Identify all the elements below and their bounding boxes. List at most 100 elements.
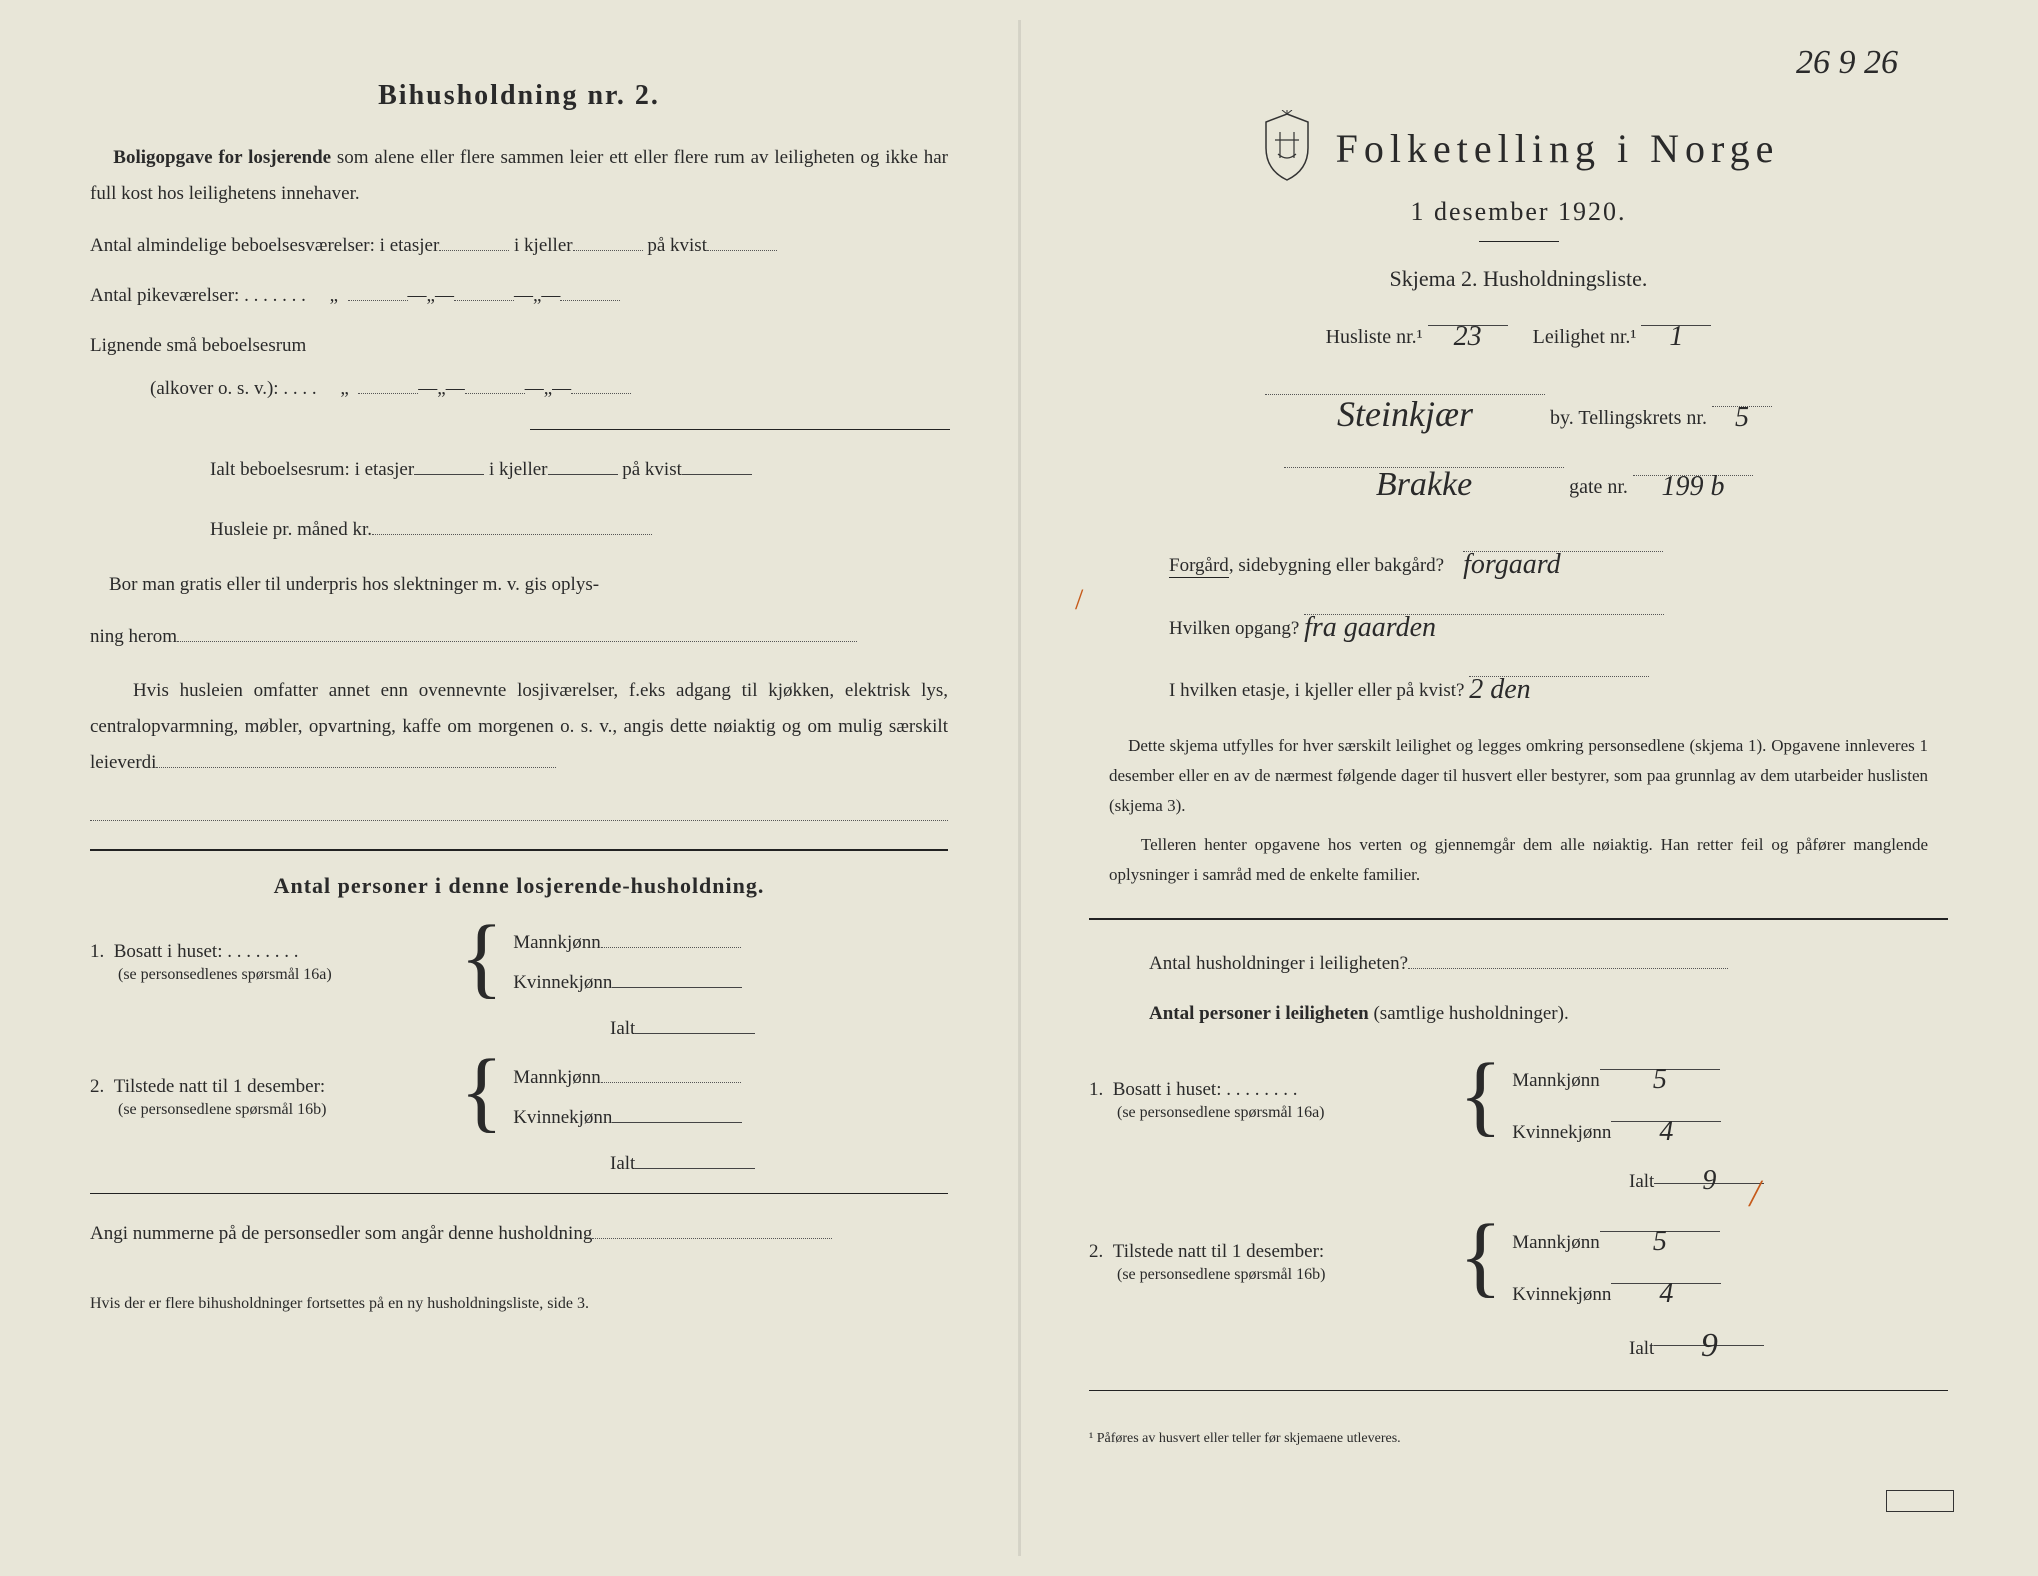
- opgang-value: fra gaarden: [1304, 594, 1664, 615]
- section-rule: [90, 849, 948, 851]
- q1-sub: (se personsedlenes spørsmål 16a): [118, 966, 332, 983]
- forgaard-line: Forgård, sidebygning eller bakgård? forg…: [1169, 531, 1948, 588]
- blank: [465, 373, 525, 394]
- antal-pers-line: Antal personer i leiligheten (samtlige h…: [1149, 992, 1948, 1036]
- rq1-sub: (se personsedlene spørsmål 16a): [1117, 1104, 1325, 1121]
- antal-hush-label: Antal husholdninger i leiligheten?: [1149, 953, 1408, 974]
- section2-title: Antal personer i denne losjerende-hushol…: [90, 873, 948, 899]
- husleien-para: Hvis husleien omfatter annet enn ovennev…: [90, 673, 948, 781]
- intro-paragraph: Boligopgave for losjerende som alene ell…: [90, 140, 948, 212]
- ialt-label: Ialt: [1629, 1171, 1654, 1192]
- ialt-rooms-line: Ialt beboelsesrum: i etasjer i kjeller p…: [210, 448, 948, 492]
- rq1-body: Mannkjønn5 Kvinnekjønn4: [1512, 1049, 1948, 1153]
- short-rule: [1479, 241, 1559, 242]
- rooms-label-3: på kvist: [647, 235, 707, 256]
- subtitle: 1 desember 1920.: [1089, 197, 1948, 227]
- q2-sub: (se personsedlene spørsmål 16b): [118, 1101, 326, 1118]
- rq2-lead: 2. Tilstede natt til 1 desember: (se per…: [1089, 1241, 1449, 1285]
- bottom-rule: [1089, 1390, 1948, 1391]
- blank: [601, 1062, 741, 1083]
- forgaard-underlined: Forgård: [1169, 555, 1229, 578]
- angi-label: Angi nummerne på de personsedler som ang…: [90, 1223, 592, 1244]
- krets-value: 5: [1712, 385, 1772, 407]
- left-footnote: Hvis der er flere bihusholdninger fortse…: [90, 1295, 948, 1313]
- etasje-value: 2 den: [1469, 656, 1649, 677]
- antal-hush-line: Antal husholdninger i leiligheten?: [1149, 942, 1948, 986]
- left-title: Bihusholdning nr. 2.: [90, 80, 948, 112]
- blank: [571, 373, 631, 394]
- printer-stamp-icon: [1886, 1490, 1954, 1512]
- rule: [90, 1193, 948, 1194]
- angi-line: Angi nummerne på de personsedler som ang…: [90, 1212, 948, 1256]
- blank: [414, 454, 484, 475]
- blank: [592, 1218, 832, 1239]
- q1-body: Mannkjønn Kvinnekjønn: [513, 923, 948, 1003]
- coat-of-arms-icon: [1258, 110, 1316, 187]
- husliste-value: 23: [1428, 304, 1508, 326]
- kvinne1-value: 4: [1611, 1101, 1721, 1122]
- rq2-row: 2. Tilstede natt til 1 desember: (se per…: [1089, 1211, 1948, 1315]
- by-suffix: by. Tellingskrets nr.: [1550, 407, 1707, 429]
- blank: [612, 967, 742, 988]
- ialt-label: Ialt: [610, 1018, 635, 1039]
- lignende-label-2: (alkover o. s. v.): . . . .: [150, 378, 317, 399]
- title-block: Folketelling i Norge 1 desember 1920.: [1089, 110, 1948, 242]
- rq1-label: Bosatt i huset: . . . . . . . .: [1113, 1079, 1298, 1100]
- q1-lead: 1. Bosatt i huset: . . . . . . . . (se p…: [90, 941, 450, 985]
- mann2-value: 5: [1600, 1211, 1720, 1232]
- rooms-line: Antal almindelige beboelsesværelser: i e…: [90, 224, 948, 268]
- right-footnote: ¹ Påføres av husvert eller teller før sk…: [1089, 1431, 1948, 1447]
- gatenr-value: 199 b: [1633, 454, 1753, 476]
- ialt1-value: 9: [1654, 1163, 1764, 1184]
- gratis-para: Bor man gratis eller til underpris hos s…: [90, 567, 948, 603]
- gate-suffix: gate nr.: [1569, 476, 1628, 498]
- ialt-rooms-label: Ialt beboelsesrum: i etasjer: [210, 459, 414, 480]
- mann-label: Mannkjønn: [1512, 1232, 1600, 1253]
- blank: [635, 1013, 755, 1034]
- leilighet-pre: Leilighet nr.¹: [1533, 326, 1637, 348]
- section-rule: [1089, 918, 1948, 920]
- ialt-end: på kvist: [622, 459, 682, 480]
- main-title: Folketelling i Norge: [1336, 125, 1780, 172]
- blank: [358, 373, 418, 394]
- blank: [560, 280, 620, 301]
- opgang-line: Hvilken opgang? fra gaarden: [1169, 594, 1948, 651]
- blank: [454, 280, 514, 301]
- mann-label: Mannkjønn: [1512, 1070, 1600, 1091]
- brace-icon: {: [460, 926, 503, 989]
- mann-label: Mannkjønn: [513, 1067, 601, 1088]
- gratis-line-2: ning herom: [90, 615, 948, 659]
- brace-icon: {: [1459, 1225, 1502, 1288]
- mann1-value: 5: [1600, 1049, 1720, 1070]
- lignende-line: Lignende små beboelsesrum (alkover o. s.…: [90, 324, 948, 411]
- blank: [372, 514, 652, 535]
- brace-icon: {: [1459, 1064, 1502, 1127]
- blank: [156, 747, 556, 768]
- ialt2-line: Ialt9: [1629, 1325, 1948, 1360]
- kvinne-label: Kvinnekjønn: [513, 1107, 612, 1128]
- brace-icon: {: [460, 1060, 503, 1123]
- orange-slash-icon: ╱: [1749, 1181, 1762, 1207]
- q2-label: Tilstede natt til 1 desember:: [114, 1076, 325, 1097]
- gratis-1: Bor man gratis eller til underpris hos s…: [109, 574, 599, 595]
- rooms-label-2: i kjeller: [514, 235, 573, 256]
- explain-1: Dette skjema utfylles for hver særskilt …: [1109, 731, 1928, 820]
- blank: [682, 454, 752, 475]
- skjema-line: Skjema 2. Husholdningsliste.: [1089, 266, 1948, 292]
- ialt-label: Ialt: [1629, 1338, 1654, 1359]
- pike-label: Antal pikeværelser: . . . . . . .: [90, 285, 306, 306]
- gate-line: Brakke gate nr. 199 b: [1089, 446, 1948, 509]
- etasje-line: I hvilken etasje, i kjeller eller på kvi…: [1169, 656, 1948, 713]
- leilighet-value: 1: [1641, 304, 1711, 326]
- kvinne-label: Kvinnekjønn: [1512, 1284, 1611, 1305]
- q1-label: Bosatt i huset: . . . . . . . .: [114, 941, 299, 962]
- pike-line: Antal pikeværelser: . . . . . . . „ —„——…: [90, 274, 948, 318]
- q2-body: Mannkjønn Kvinnekjønn: [513, 1058, 948, 1138]
- husleie-line: Husleie pr. måned kr.: [210, 508, 948, 552]
- rq2-label: Tilstede natt til 1 desember:: [1113, 1241, 1324, 1262]
- forgaard-value: forgaard: [1463, 531, 1663, 552]
- q2-lead: 2. Tilstede natt til 1 desember: (se per…: [90, 1076, 450, 1120]
- blank: [348, 280, 408, 301]
- ialt1-line: Ialt9 ╱: [1629, 1163, 1948, 1193]
- blank: [612, 1102, 742, 1123]
